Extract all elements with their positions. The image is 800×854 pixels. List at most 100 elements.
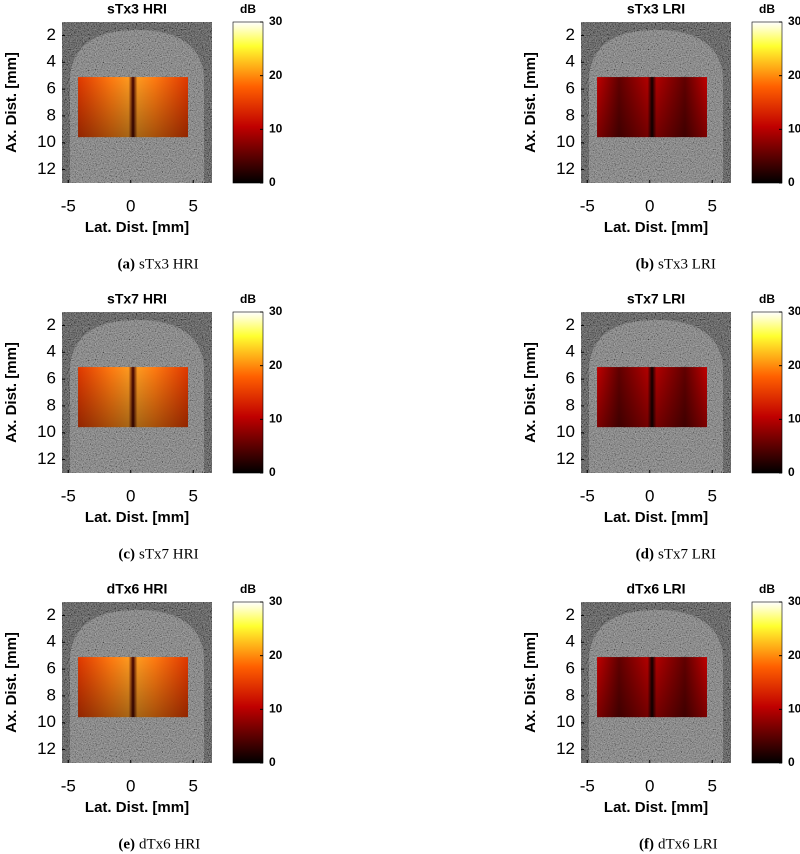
colorbar <box>232 21 264 184</box>
caption: sTx3 LRI <box>658 256 716 272</box>
panel: dTx6 HRI -5 0 5 2 4 6 8 10 12 Lat. Dist. [mm] Ax. D… <box>3 581 283 853</box>
colorbar-tick-label: 20 <box>269 358 283 372</box>
colorbar-tick-label: 20 <box>788 358 800 372</box>
heat-fade <box>597 77 707 138</box>
y-tick-label: 10 <box>37 712 56 731</box>
x-tick-label: -5 <box>61 486 76 505</box>
y-axis-label: Ax. Dist. [mm] <box>522 52 539 153</box>
ultrasound-image <box>62 602 212 763</box>
x-tick-label: 0 <box>645 196 654 215</box>
colorbar-tick-label: 10 <box>269 122 283 136</box>
ultrasound-image <box>62 22 212 183</box>
colorbar-tick-label: 10 <box>788 122 800 136</box>
colorbar-tick-label: 0 <box>269 175 276 189</box>
caption: dTx6 LRI <box>658 836 718 852</box>
colorbar-tick-label: 0 <box>788 175 795 189</box>
x-tick-label: -5 <box>61 196 76 215</box>
x-tick-label: 5 <box>189 196 198 215</box>
panel: sTx7 LRI -5 0 5 2 4 6 8 10 12 Lat. Dist. [mm] Ax. D… <box>522 291 800 563</box>
y-tick-label: 6 <box>566 659 575 678</box>
y-axis-label: Ax. Dist. [mm] <box>3 52 20 153</box>
panel-title: sTx3 HRI <box>107 1 167 17</box>
y-axis-label: Ax. Dist. [mm] <box>522 632 539 733</box>
colorbar-tick-label: 30 <box>788 14 800 28</box>
colorbar-tick-label: 30 <box>788 594 800 608</box>
x-tick-label: 5 <box>708 486 717 505</box>
y-tick-label: 6 <box>47 79 56 98</box>
colorbar-tick-label: 10 <box>788 412 800 426</box>
y-tick-label: 4 <box>47 52 56 71</box>
y-tick-label: 8 <box>566 395 575 414</box>
y-tick-label: 2 <box>566 315 575 334</box>
y-tick-label: 2 <box>566 605 575 624</box>
y-tick-label: 12 <box>556 159 575 178</box>
caption: dTx6 HRI <box>139 836 200 852</box>
x-tick-label: 0 <box>645 486 654 505</box>
panel-title: sTx3 LRI <box>627 1 685 17</box>
colorbar-tick-label: 30 <box>269 14 283 28</box>
x-tick-label: -5 <box>580 196 595 215</box>
x-tick-label: 5 <box>189 776 198 795</box>
colorbar-label: dB <box>759 2 775 16</box>
colorbar-tick-label: 20 <box>269 648 283 662</box>
y-tick-label: 12 <box>37 449 56 468</box>
y-tick-label: 12 <box>37 739 56 758</box>
panel: dTx6 LRI -5 0 5 2 4 6 8 10 12 Lat. Dist. [mm] Ax. D… <box>522 581 800 853</box>
y-tick-label: 12 <box>556 739 575 758</box>
panel: sTx7 HRI -5 0 5 2 4 6 8 10 12 Lat. Dist. [mm] Ax. D… <box>3 291 283 563</box>
heat-fade <box>78 367 188 428</box>
panel-title: sTx7 HRI <box>107 291 167 307</box>
caption-label: (d) <box>636 546 654 562</box>
x-tick-label: -5 <box>580 486 595 505</box>
colorbar <box>232 311 264 474</box>
colorbar-tick-label: 10 <box>269 412 283 426</box>
panel-title: dTx6 HRI <box>107 581 168 597</box>
y-tick-label: 10 <box>556 422 575 441</box>
colorbar-tick-label: 20 <box>269 68 283 82</box>
y-tick-label: 6 <box>566 369 575 388</box>
caption: sTx3 HRI <box>139 256 199 272</box>
colorbar-label: dB <box>759 292 775 306</box>
y-tick-label: 6 <box>47 659 56 678</box>
y-tick-label: 4 <box>566 342 575 361</box>
caption-label: (b) <box>636 256 654 272</box>
x-axis-label: Lat. Dist. [mm] <box>85 219 189 236</box>
x-tick-label: -5 <box>580 776 595 795</box>
colorbar <box>751 21 783 184</box>
colorbar-tick-label: 10 <box>269 702 283 716</box>
ultrasound-image <box>581 22 731 183</box>
x-axis-label: Lat. Dist. [mm] <box>604 509 708 526</box>
y-tick-label: 6 <box>47 369 56 388</box>
y-tick-label: 12 <box>556 449 575 468</box>
x-axis-label: Lat. Dist. [mm] <box>85 509 189 526</box>
colorbar <box>751 601 783 764</box>
x-tick-label: 0 <box>126 486 135 505</box>
colorbar-tick-label: 10 <box>788 702 800 716</box>
y-tick-label: 4 <box>566 52 575 71</box>
colorbar-label: dB <box>240 2 256 16</box>
y-tick-label: 8 <box>47 395 56 414</box>
x-tick-label: 5 <box>708 776 717 795</box>
caption-label: (c) <box>118 546 135 562</box>
colorbar-tick-label: 0 <box>269 465 276 479</box>
colorbar-tick-label: 30 <box>788 304 800 318</box>
caption: sTx7 HRI <box>139 546 199 562</box>
y-tick-label: 8 <box>47 105 56 124</box>
y-tick-label: 12 <box>37 159 56 178</box>
y-tick-label: 10 <box>37 132 56 151</box>
colorbar-tick-label: 30 <box>269 304 283 318</box>
y-tick-label: 2 <box>47 605 56 624</box>
x-tick-label: 0 <box>645 776 654 795</box>
y-tick-label: 4 <box>47 342 56 361</box>
y-axis-label: Ax. Dist. [mm] <box>522 342 539 443</box>
colorbar-label: dB <box>240 292 256 306</box>
x-tick-label: 5 <box>708 196 717 215</box>
panel: sTx3 LRI -5 0 5 2 4 6 8 10 12 Lat. Dist. [mm] Ax. D… <box>522 1 800 273</box>
x-axis-label: Lat. Dist. [mm] <box>604 799 708 816</box>
x-axis-label: Lat. Dist. [mm] <box>604 219 708 236</box>
ultrasound-image <box>581 602 731 763</box>
y-tick-label: 8 <box>566 105 575 124</box>
y-tick-label: 4 <box>566 632 575 651</box>
ultrasound-image <box>62 312 212 473</box>
